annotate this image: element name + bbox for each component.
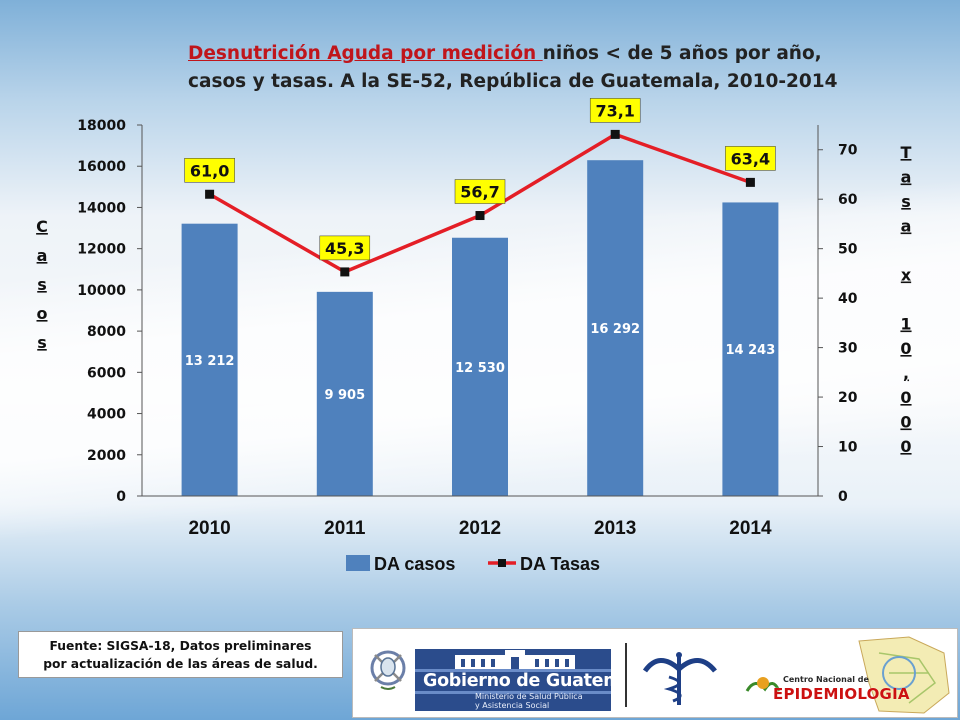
left-axis: 0 2000 4000 6000 8000 10000 12000 14000 16000 180… xyxy=(77,118,143,505)
legend-swatch-marker xyxy=(498,559,506,567)
logo-divider xyxy=(625,643,627,707)
right-tick-label: 70 xyxy=(838,143,858,159)
left-tick-label: 18000 xyxy=(77,118,126,134)
right-axis-title-char: 0 xyxy=(900,413,911,432)
right-axis-title-char: T xyxy=(901,143,912,162)
left-axis-title-char: s xyxy=(37,333,47,352)
bar-series: 13 212 9 905 12 530 16 292 14 243 xyxy=(181,160,779,496)
combo-chart: 0200040006000800010000120001400016000180… xyxy=(36,98,912,574)
line-data-label: 56,7 xyxy=(460,183,499,202)
logo-stripe xyxy=(415,691,611,694)
right-tick-label: 20 xyxy=(838,390,858,406)
right-tick-label: 50 xyxy=(838,242,858,258)
right-axis-title-char: s xyxy=(901,192,911,211)
bar xyxy=(587,160,644,496)
palace-icon xyxy=(455,650,575,669)
left-axis-title-char: o xyxy=(37,304,48,323)
line-label-box xyxy=(589,98,641,123)
left-tick-label: 4000 xyxy=(87,407,126,423)
logo-stripe xyxy=(415,669,611,672)
title-rest: niños < de 5 años por año, xyxy=(542,43,822,64)
bar-data-label: 16 292 xyxy=(590,322,640,337)
legend-label-bars: DA casos xyxy=(374,554,455,574)
left-tick-label: 12000 xyxy=(77,242,126,258)
epidemiology-logo: Centro Nacional de EPIDEMIOLOGIA xyxy=(739,633,955,717)
x-tick-label: 2014 xyxy=(729,518,772,539)
line-label-box xyxy=(454,179,506,204)
bar-data-label: 12 530 xyxy=(455,361,505,376)
bar-data-label: 13 212 xyxy=(185,354,235,369)
left-tick-label: 2000 xyxy=(87,448,126,464)
line-data-label: 73,1 xyxy=(595,101,634,120)
line-point xyxy=(610,129,620,139)
chart-title: Desnutrición Aguda por medición niños < … xyxy=(188,40,928,96)
title-line-2: casos y tasas. A la SE-52, República de … xyxy=(188,71,838,92)
line-point xyxy=(205,189,215,199)
legend-label-line: DA Tasas xyxy=(520,554,600,574)
right-tick-label: 40 xyxy=(838,291,858,307)
left-axis-title-char: a xyxy=(37,246,48,265)
line-label-box xyxy=(725,146,776,171)
right-axis-title-char: a xyxy=(901,217,912,236)
bar xyxy=(722,202,779,496)
right-axis-title-char: a xyxy=(901,168,912,187)
x-tick-label: 2010 xyxy=(188,518,230,539)
x-tick-label: 2011 xyxy=(324,518,366,539)
right-axis-title-char: 1 xyxy=(900,315,911,334)
right-axis-title-char: 0 xyxy=(900,388,911,407)
line-series: 61,0 45,3 56,7 73,1 63,4 xyxy=(184,98,776,277)
ministry-line-1: Ministerio de Salud Pública xyxy=(475,692,583,701)
bar xyxy=(316,291,373,496)
right-tick-label: 30 xyxy=(838,341,858,357)
right-tick-label: 60 xyxy=(838,192,858,208)
map-globe-icon xyxy=(745,636,950,714)
bar xyxy=(181,223,238,496)
line-data-label: 61,0 xyxy=(190,161,229,180)
left-tick-label: 10000 xyxy=(77,283,126,299)
left-tick-label: 14000 xyxy=(77,200,126,216)
line-point xyxy=(745,177,755,187)
x-tick-label: 2013 xyxy=(594,518,636,539)
left-tick-label: 8000 xyxy=(87,324,126,340)
government-logo-box: Gobierno de Guatemala Ministerio de Salu… xyxy=(415,649,650,711)
guatemala-coat-of-arms-icon xyxy=(370,650,406,690)
bar-data-label: 9 905 xyxy=(324,388,365,403)
right-tick-label: 10 xyxy=(838,440,858,456)
epi-center-label: Centro Nacional de xyxy=(783,675,869,684)
bar-data-label: 14 243 xyxy=(726,343,776,358)
line-data-label: 45,3 xyxy=(325,239,364,258)
x-tick-label: 2012 xyxy=(459,518,501,539)
legend: DA casos DA Tasas xyxy=(346,554,600,574)
bar xyxy=(452,237,508,496)
right-axis-title-char: , xyxy=(903,364,909,383)
line-label-box xyxy=(319,235,371,261)
line-data-label: 63,4 xyxy=(731,149,770,168)
line-point xyxy=(340,267,350,277)
left-axis-title-char: s xyxy=(37,275,47,294)
epi-name: EPIDEMIOLOGIA xyxy=(773,685,910,703)
line-point xyxy=(475,211,485,221)
source-line-2: por actualización de las áreas de salud. xyxy=(43,657,318,671)
line-label-box xyxy=(184,158,235,183)
right-axis-title-char: 0 xyxy=(900,437,911,456)
left-tick-label: 0 xyxy=(116,489,126,505)
right-axis-title-char: 0 xyxy=(900,339,911,358)
logos-banner: Gobierno de Guatemala Ministerio de Salu… xyxy=(352,628,958,718)
right-tick-label: 0 xyxy=(838,489,848,505)
ministry-line-2: y Asistencia Social xyxy=(475,701,550,710)
right-axis-title-char: x xyxy=(901,266,912,285)
ministry-name: Ministerio de Salud Pública y Asistencia… xyxy=(475,692,583,710)
left-axis-title-char: C xyxy=(36,217,48,236)
right-axis: 0 10 20 30 40 50 60 70 xyxy=(817,125,858,505)
left-tick-label: 16000 xyxy=(77,159,126,175)
government-name: Gobierno de Guatemala xyxy=(423,671,650,691)
title-highlight: Desnutrición Aguda por medición xyxy=(188,43,543,64)
health-ministry-caduceus-icon xyxy=(642,652,717,705)
source-line-1: Fuente: SIGSA-18, Datos preliminares xyxy=(49,639,312,653)
legend-swatch-bars xyxy=(346,555,370,571)
x-axis: 2010 2011 2012 2013 2014 xyxy=(142,495,818,539)
left-tick-label: 6000 xyxy=(87,365,126,381)
source-note: Fuente: SIGSA-18, Datos preliminares por… xyxy=(18,631,343,678)
